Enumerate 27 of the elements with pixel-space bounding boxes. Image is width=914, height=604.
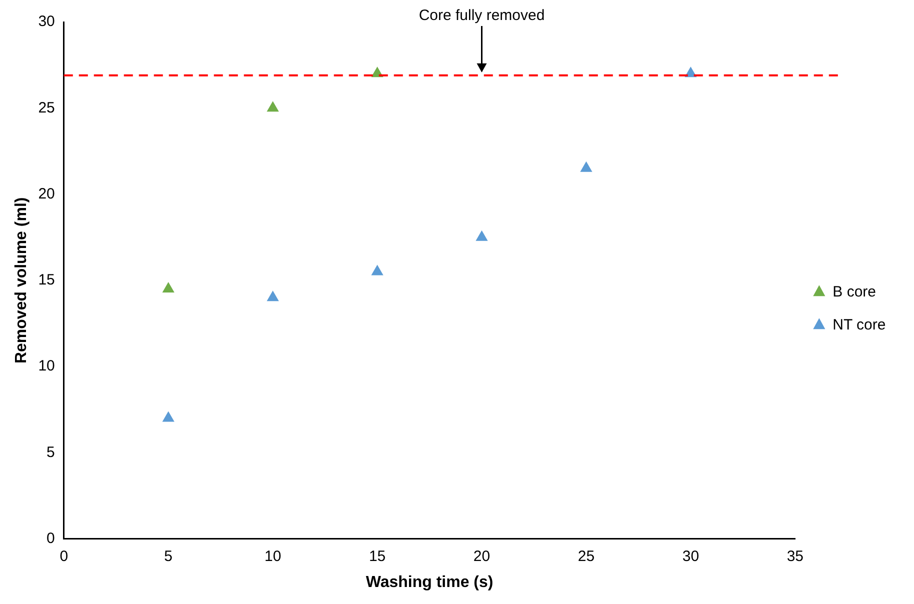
point (476, 230, 488, 241)
y-tick-label: 5 (46, 444, 55, 461)
x-axis-title: Washing time (s) (366, 574, 494, 591)
y-tick-label: 20 (38, 185, 55, 202)
x-tick-label: 25 (578, 548, 595, 565)
y-tick-label: 0 (46, 530, 55, 547)
y-axis-title: Removed volume (ml) (13, 197, 30, 364)
point (162, 412, 174, 422)
x-tick-label: 0 (60, 548, 68, 565)
x-tick-label: 30 (682, 548, 700, 565)
x-tick-label: 15 (368, 548, 386, 565)
legend-label: B core (832, 284, 876, 301)
x-tick-label: 35 (786, 548, 804, 565)
point (267, 102, 279, 112)
annotation: Core fully removed (418, 7, 545, 24)
y-tick-label: 15 (38, 272, 55, 289)
point (372, 265, 383, 276)
x-tick-label: 5 (164, 548, 173, 565)
x-tick-label: 20 (473, 548, 490, 565)
legend-label: NT core (832, 316, 886, 334)
point (162, 282, 174, 293)
point (267, 291, 279, 302)
y-tick-label: 10 (38, 358, 55, 375)
x-tick-label: 10 (264, 548, 282, 565)
y-tick-label: 25 (38, 99, 55, 116)
y-tick-label: 30 (38, 13, 55, 30)
point (580, 162, 592, 172)
